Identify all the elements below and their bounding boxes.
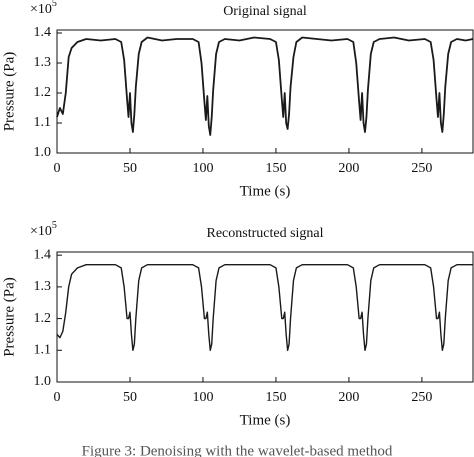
x-axis-label: Time (s)	[240, 183, 291, 199]
x-tick-label: 100	[192, 161, 213, 176]
y-multiplier: ×105	[30, 0, 57, 17]
x-tick-label: 250	[411, 390, 432, 405]
chart-title: Reconstructed signal	[206, 226, 323, 241]
y-tick-label: 1.3	[34, 55, 52, 70]
y-tick-label: 1.0	[34, 374, 52, 389]
x-tick-label: 150	[265, 161, 286, 176]
signal-line	[56, 36, 474, 136]
x-tick-label: 50	[123, 390, 137, 405]
plot-frame	[56, 251, 474, 383]
y-multiplier: ×105	[30, 220, 57, 239]
x-tick-label: 150	[265, 390, 286, 405]
x-tick-label: 250	[411, 161, 432, 176]
caption: Figure 3: Denoising with the wavelet-bas…	[82, 443, 393, 457]
x-tick-label: 200	[338, 390, 359, 405]
chart-title: Original signal	[223, 4, 307, 19]
plot-frame	[56, 29, 474, 154]
x-tick-label: 0	[54, 390, 61, 405]
x-axis-label: Time (s)	[240, 412, 291, 428]
x-tick-label: 0	[54, 161, 61, 176]
y-tick-label: 1.4	[34, 247, 52, 262]
y-tick-label: 1.2	[34, 311, 52, 326]
y-axis-label: Pressure (Pa)	[1, 52, 17, 132]
y-multiplier-exponent: 5	[52, 220, 57, 231]
y-tick-label: 1.3	[34, 279, 52, 294]
y-multiplier-exponent: 5	[52, 0, 57, 9]
y-tick-label: 1.4	[34, 25, 52, 40]
x-tick-label: 200	[338, 161, 359, 176]
signal-line	[56, 263, 473, 351]
y-axis-label: Pressure (Pa)	[1, 277, 17, 357]
x-tick-label: 100	[192, 390, 213, 405]
y-tick-label: 1.1	[34, 115, 52, 130]
y-tick-label: 1.2	[34, 85, 52, 100]
x-tick-label: 50	[123, 161, 137, 176]
y-tick-label: 1.1	[34, 343, 52, 358]
y-tick-label: 1.0	[34, 145, 52, 160]
